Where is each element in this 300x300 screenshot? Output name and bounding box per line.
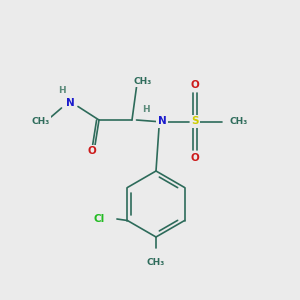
Text: O: O [190,153,200,163]
Text: N: N [158,116,166,127]
Text: CH₃: CH₃ [134,76,152,85]
Text: S: S [191,116,199,127]
Text: O: O [190,80,200,90]
Text: N: N [66,98,75,109]
Text: CH₃: CH₃ [230,117,247,126]
Text: Cl: Cl [93,214,104,224]
Text: O: O [87,146,96,157]
Text: CH₃: CH₃ [147,258,165,267]
Text: H: H [142,105,149,114]
Text: H: H [58,86,65,95]
Text: CH₃: CH₃ [32,117,50,126]
